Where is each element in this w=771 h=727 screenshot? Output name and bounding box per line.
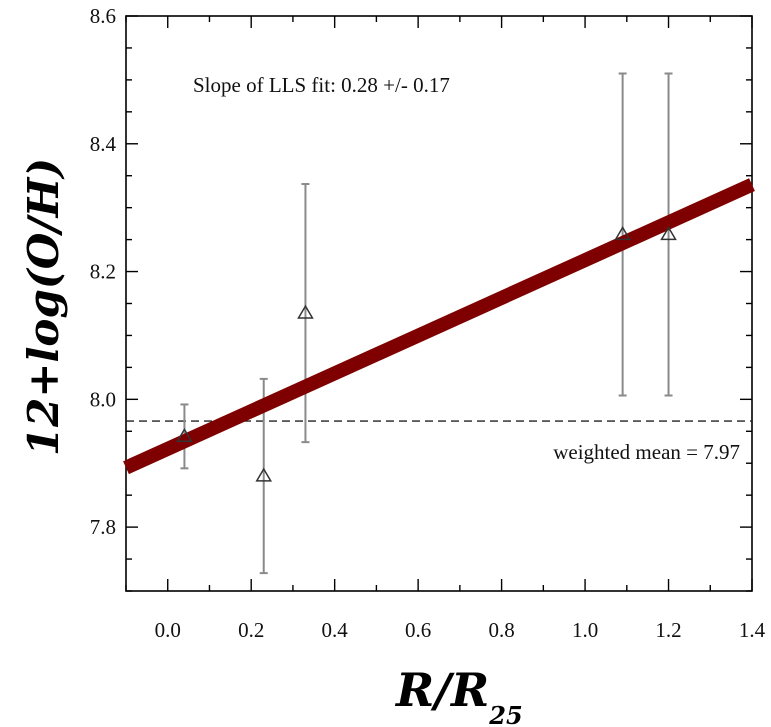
x-tick-label: 0.4 (322, 618, 349, 642)
x-tick-label: 0.6 (405, 618, 431, 642)
y-tick-label: 8.0 (90, 387, 116, 411)
data-point-triangle (660, 226, 677, 241)
x-axis-label: R/R25 (394, 663, 523, 727)
slope-annotation: Slope of LLS fit: 0.28 +/- 0.17 (193, 73, 450, 97)
error-bars (180, 72, 673, 575)
x-axis-label-main: R/R (394, 663, 489, 717)
x-axis-label-subscript: 25 (488, 701, 522, 727)
fit-line (123, 178, 755, 475)
plot-frame (125, 15, 753, 592)
data-point-triangle (176, 427, 193, 443)
x-tick-label: 0.2 (238, 618, 264, 642)
y-tick-label: 8.6 (90, 4, 116, 28)
tick-labels: 0.0 0.2 0.4 0.6 0.8 1.0 1.2 1.4 7.8 8.0 8.2 8.4 8.6 (90, 4, 766, 642)
data-point-triangle (297, 304, 314, 319)
x-tick-label: 0.8 (488, 618, 514, 642)
y-tick-label: 8.2 (90, 260, 116, 284)
y-axis-label: 12+log(O/H) (19, 158, 68, 456)
weighted-mean-annotation: weighted mean = 7.97 (553, 440, 740, 464)
axis-ticks (125, 15, 753, 592)
x-tick-label: 1.0 (572, 618, 598, 642)
x-tick-label: 1.4 (739, 618, 766, 642)
data-point-triangle (255, 467, 273, 482)
data-point-triangle (614, 226, 631, 241)
x-tick-label: 1.2 (655, 618, 681, 642)
data-points (176, 226, 677, 482)
y-tick-label: 8.4 (90, 132, 117, 156)
y-tick-label: 7.8 (90, 515, 116, 539)
x-tick-label: 0.0 (155, 618, 181, 642)
